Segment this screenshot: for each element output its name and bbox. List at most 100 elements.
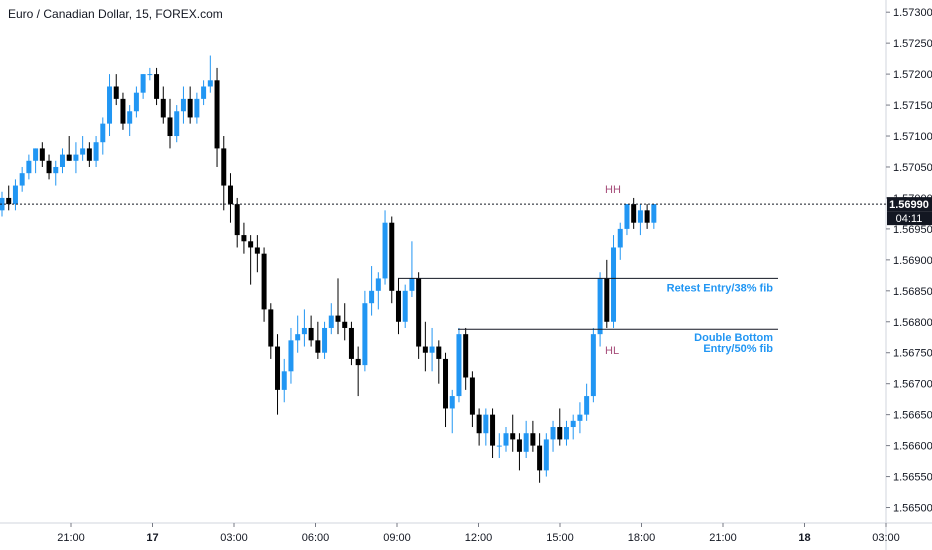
- candle[interactable]: [12, 179, 18, 211]
- candle[interactable]: [254, 235, 260, 273]
- candle[interactable]: [288, 327, 294, 384]
- candle[interactable]: [577, 402, 583, 434]
- candle[interactable]: [33, 148, 39, 174]
- candle[interactable]: [127, 105, 133, 137]
- candle[interactable]: [348, 321, 354, 366]
- candle[interactable]: [543, 433, 549, 477]
- candle[interactable]: [382, 210, 388, 285]
- candle[interactable]: [389, 216, 395, 304]
- candle[interactable]: [550, 420, 556, 452]
- candle[interactable]: [113, 74, 119, 106]
- candle[interactable]: [275, 334, 281, 415]
- candle[interactable]: [167, 98, 173, 149]
- candle[interactable]: [584, 383, 590, 421]
- candle[interactable]: [201, 80, 207, 106]
- candle[interactable]: [490, 408, 496, 458]
- candle[interactable]: [570, 414, 576, 440]
- candle[interactable]: [644, 204, 650, 229]
- candle[interactable]: [496, 433, 502, 458]
- candle[interactable]: [100, 117, 106, 155]
- candle[interactable]: [133, 86, 139, 118]
- candle[interactable]: [248, 235, 254, 285]
- candle[interactable]: [342, 303, 348, 341]
- candle[interactable]: [557, 408, 563, 446]
- candle[interactable]: [510, 414, 516, 452]
- candle[interactable]: [637, 204, 643, 236]
- candle[interactable]: [483, 408, 489, 446]
- candle[interactable]: [604, 259, 610, 328]
- candle[interactable]: [597, 272, 603, 347]
- candle[interactable]: [436, 340, 442, 384]
- candle[interactable]: [611, 235, 617, 328]
- candle[interactable]: [154, 67, 160, 106]
- candle[interactable]: [463, 327, 469, 390]
- time-axis[interactable]: 21:00 17 03:00 06:00 09:00 12:00 15:00 18:00 21:…: [57, 523, 900, 544]
- candle[interactable]: [86, 142, 92, 167]
- candle[interactable]: [66, 136, 72, 161]
- candle[interactable]: [221, 136, 227, 211]
- candle[interactable]: [355, 346, 361, 397]
- candle[interactable]: [422, 321, 428, 372]
- candle[interactable]: [194, 92, 200, 124]
- candle[interactable]: [295, 315, 301, 353]
- candle[interactable]: [449, 389, 455, 434]
- candle[interactable]: [80, 136, 86, 161]
- candle[interactable]: [476, 408, 482, 446]
- candle[interactable]: [322, 321, 328, 359]
- candle[interactable]: [234, 197, 240, 248]
- candle[interactable]: [590, 327, 596, 403]
- candle[interactable]: [362, 290, 368, 372]
- candle[interactable]: [281, 358, 287, 403]
- candle[interactable]: [624, 204, 630, 236]
- candle[interactable]: [308, 315, 314, 347]
- candle[interactable]: [207, 55, 213, 93]
- candle[interactable]: [617, 222, 623, 260]
- candle[interactable]: [523, 420, 529, 458]
- candle[interactable]: [469, 371, 475, 428]
- candle[interactable]: [261, 247, 267, 322]
- candle[interactable]: [53, 160, 59, 186]
- candle[interactable]: [46, 154, 52, 180]
- candle[interactable]: [59, 148, 65, 174]
- candle[interactable]: [241, 222, 247, 254]
- price-axis[interactable]: 1.57300 1.57250 1.57200 1.57150 1.57100 1.570…: [886, 7, 932, 515]
- candle[interactable]: [180, 86, 186, 124]
- candle[interactable]: [516, 433, 522, 471]
- candle[interactable]: [651, 204, 657, 229]
- candle[interactable]: [73, 142, 79, 174]
- candle[interactable]: [315, 321, 321, 359]
- candle[interactable]: [631, 197, 637, 229]
- candle[interactable]: [443, 352, 449, 428]
- candle[interactable]: [369, 266, 375, 316]
- candle[interactable]: [301, 309, 307, 347]
- candle[interactable]: [187, 86, 193, 124]
- candle[interactable]: [160, 86, 166, 124]
- candle[interactable]: [214, 67, 220, 167]
- candle[interactable]: [39, 142, 45, 167]
- candle[interactable]: [120, 92, 126, 130]
- candle[interactable]: [537, 433, 543, 483]
- candle[interactable]: [174, 105, 180, 143]
- candle[interactable]: [6, 185, 12, 211]
- candle[interactable]: [456, 327, 462, 403]
- plot-area[interactable]: [0, 55, 657, 483]
- candle[interactable]: [26, 154, 32, 180]
- candle[interactable]: [19, 166, 25, 192]
- candle[interactable]: [268, 303, 274, 359]
- candle[interactable]: [375, 272, 381, 310]
- candle[interactable]: [395, 278, 401, 335]
- candle[interactable]: [429, 327, 435, 372]
- candle[interactable]: [227, 173, 233, 223]
- candle[interactable]: [563, 420, 569, 446]
- candle[interactable]: [402, 284, 408, 328]
- candle[interactable]: [93, 136, 99, 167]
- candle[interactable]: [107, 74, 113, 137]
- candle[interactable]: [416, 272, 422, 359]
- candle[interactable]: [503, 427, 509, 452]
- candle[interactable]: [530, 420, 536, 452]
- candle[interactable]: [140, 74, 146, 99]
- candle[interactable]: [409, 241, 415, 298]
- candle[interactable]: [147, 67, 153, 81]
